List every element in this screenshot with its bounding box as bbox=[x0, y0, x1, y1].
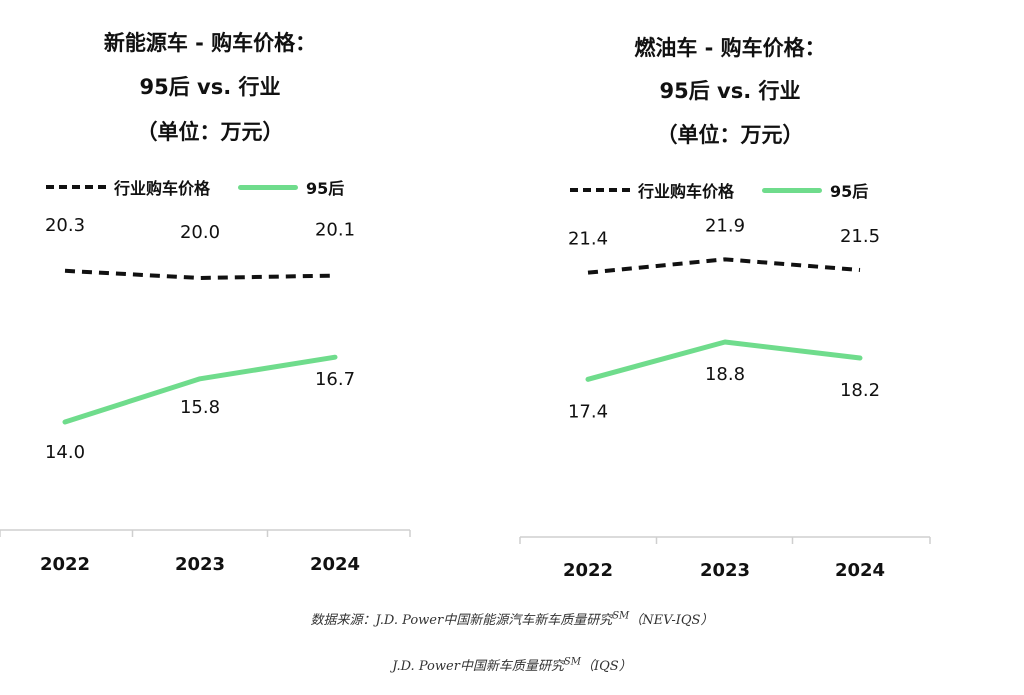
legend-item-industry: 行业购车价格 bbox=[46, 175, 210, 199]
chart-legend: 行业购车价格 95后 bbox=[46, 175, 372, 199]
chart-plot-area: 2022 2023 2024 21.4 21.9 21.5 17.4 18.8 18.2 bbox=[519, 215, 931, 581]
chart-legend: 行业购车价格 95后 bbox=[570, 178, 896, 202]
data-label: 20.3 bbox=[45, 215, 85, 236]
nev-price-chart: 新能源车 - 购车价格： 95后 vs. 行业 （单位：万元） 行业购车价格 9… bbox=[0, 0, 420, 600]
legend-item-95: 95后 bbox=[238, 175, 344, 199]
x-tick-label: 2023 bbox=[175, 554, 225, 575]
chart-title-line-1: 新能源车 - 购车价格： bbox=[103, 31, 317, 55]
x-tick-label: 2023 bbox=[700, 560, 750, 581]
legend-item-95: 95后 bbox=[762, 178, 868, 202]
legend-label-95: 95后 bbox=[306, 179, 345, 198]
legend-label-industry: 行业购车价格 bbox=[114, 179, 211, 198]
data-label: 20.1 bbox=[315, 220, 355, 241]
series-line-industry bbox=[587, 257, 861, 275]
data-label: 14.0 bbox=[45, 442, 85, 463]
chart-title-line-3: （单位：万元） bbox=[136, 120, 284, 144]
x-tick-label: 2024 bbox=[835, 560, 885, 581]
source-text: 数据来源：J.D. Power中国新能源汽车新车质量研究 bbox=[310, 613, 613, 628]
source-note-line-1: 数据来源：J.D. Power中国新能源汽车新车质量研究SM（NEV-IQS） bbox=[0, 609, 1024, 628]
legend-swatch-solid bbox=[238, 184, 299, 190]
legend-swatch-dashed bbox=[46, 185, 106, 189]
chart-title-line-2: 95后 vs. 行业 bbox=[139, 75, 281, 99]
data-label: 21.5 bbox=[840, 226, 880, 247]
source-sup: SM bbox=[612, 610, 630, 622]
ice-price-chart: 燃油车 - 购车价格： 95后 vs. 行业 （单位：万元） 行业购车价格 95… bbox=[515, 0, 945, 600]
legend-swatch-dashed bbox=[570, 188, 630, 192]
chart-title-line-3: （单位：万元） bbox=[656, 123, 804, 147]
series-line-95 bbox=[62, 354, 338, 425]
x-tick-label: 2022 bbox=[563, 560, 613, 581]
source-text: J.D. Power中国新车质量研究 bbox=[392, 659, 564, 674]
data-label: 17.4 bbox=[568, 401, 608, 422]
x-tick-label: 2022 bbox=[40, 554, 90, 575]
data-label: 18.2 bbox=[840, 380, 880, 401]
legend-label-95: 95后 bbox=[830, 182, 869, 201]
legend-swatch-solid bbox=[762, 187, 823, 193]
chart-plot-area: 2022 2023 2024 20.3 20.0 20.1 14.0 15.8 16.7 bbox=[0, 215, 411, 575]
data-label: 16.7 bbox=[315, 369, 355, 390]
source-sup: SM bbox=[563, 656, 582, 668]
series-line-95 bbox=[585, 339, 863, 382]
data-label: 18.8 bbox=[705, 364, 745, 385]
source-tail: （IQS） bbox=[581, 659, 632, 674]
series-line-industry bbox=[64, 268, 336, 280]
legend-label-industry: 行业购车价格 bbox=[638, 182, 735, 201]
source-tail: （NEV-IQS） bbox=[629, 613, 714, 628]
data-label: 21.9 bbox=[705, 215, 745, 236]
data-label: 15.8 bbox=[180, 397, 220, 418]
source-note-line-2: J.D. Power中国新车质量研究SM（IQS） bbox=[0, 655, 1024, 674]
data-label: 20.0 bbox=[180, 222, 220, 243]
legend-item-industry: 行业购车价格 bbox=[570, 178, 734, 202]
chart-title-line-2: 95后 vs. 行业 bbox=[659, 79, 801, 103]
x-tick-label: 2024 bbox=[310, 554, 360, 575]
data-label: 21.4 bbox=[568, 229, 608, 250]
chart-title-line-1: 燃油车 - 购车价格： bbox=[634, 36, 826, 60]
